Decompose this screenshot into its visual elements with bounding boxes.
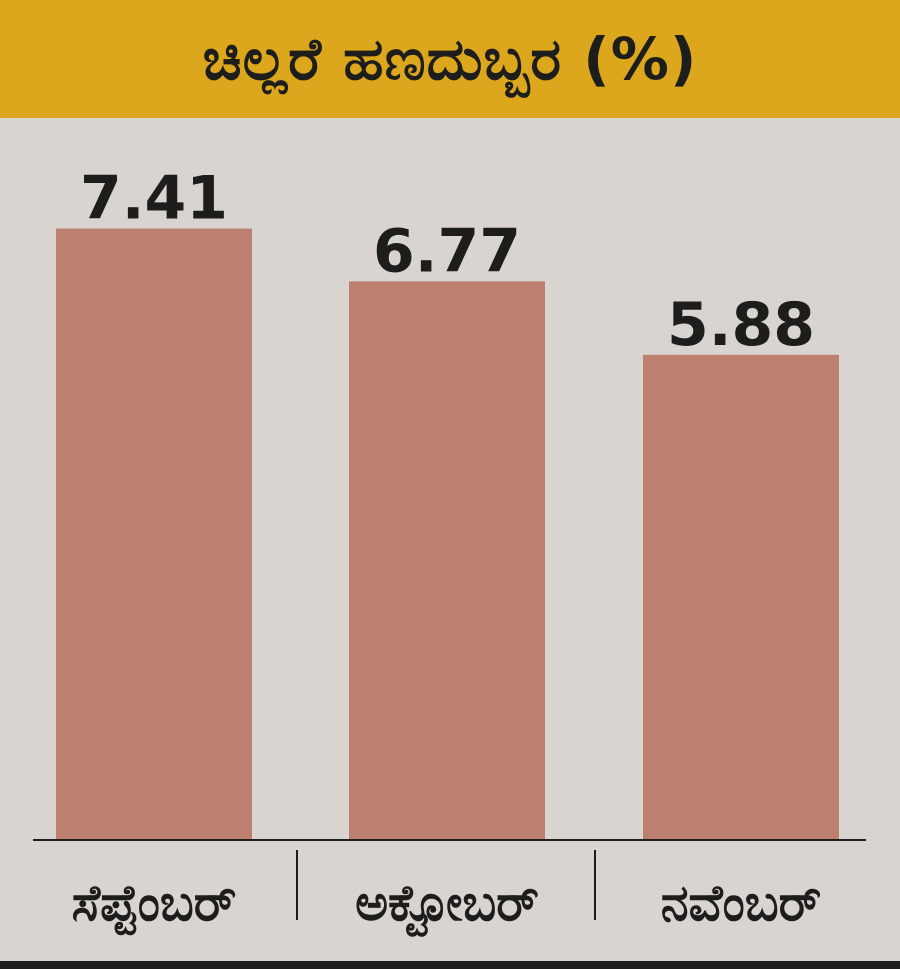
bottom-rule — [0, 961, 900, 969]
category-label-2: ಅಕ್ಟೋಬರ್ — [355, 874, 539, 938]
value-label-3: 5.88 — [667, 290, 815, 360]
chart-title: ಚಿಲ್ಲರೆ ಹಣದುಬ್ಬರ (%) — [202, 24, 698, 93]
value-label-1: 7.41 — [80, 164, 228, 234]
category-label-1: ಸೆಪ್ಟೆಂಬರ್ — [72, 874, 237, 936]
value-label-2: 6.77 — [373, 216, 521, 286]
bar-chart: 7.41 ಸೆಪ್ಟೆಂಬರ್ 6.77 ಅಕ್ಟೋಬರ್ 5.88 ನವೆಂಬರ್ — [33, 164, 866, 938]
chart-title-bar: ಚಿಲ್ಲರೆ ಹಣದುಬ್ಬರ (%) — [0, 0, 900, 118]
bar-1 — [56, 228, 252, 840]
bar-2 — [349, 281, 545, 840]
bar-3 — [643, 354, 839, 840]
category-label-3: ನವೆಂಬರ್ — [661, 874, 822, 932]
